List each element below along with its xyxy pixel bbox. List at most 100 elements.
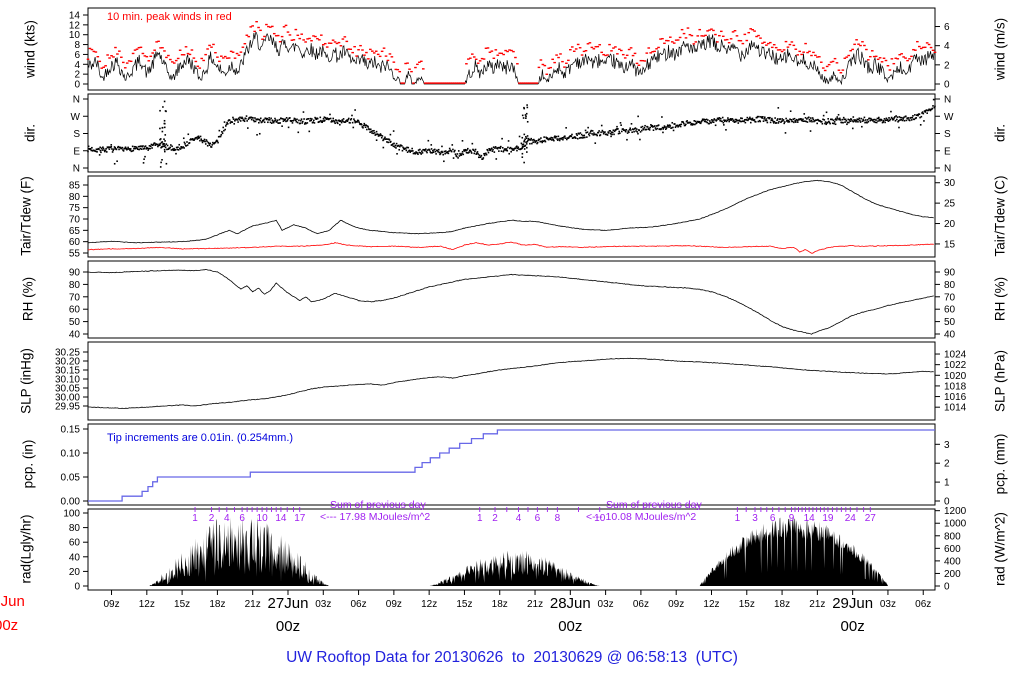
svg-text:25: 25	[944, 199, 956, 210]
svg-text:06z: 06z	[633, 599, 649, 610]
pcp-right-axis-title: pcp. (mm)	[992, 433, 1008, 495]
svg-text:3: 3	[944, 440, 950, 451]
svg-text:1000: 1000	[944, 519, 967, 530]
svg-text:03z: 03z	[598, 599, 614, 610]
svg-text:30.15: 30.15	[55, 366, 80, 377]
svg-text:29.95: 29.95	[55, 402, 80, 413]
svg-text:60: 60	[69, 538, 81, 549]
pcp-left-axis-title: pcp. (in)	[20, 439, 36, 489]
svg-text:0.15: 0.15	[61, 425, 81, 436]
svg-text:1016: 1016	[944, 392, 967, 403]
svg-text:1014: 1014	[944, 403, 967, 414]
svg-text:18z: 18z	[492, 599, 508, 610]
svg-text:60: 60	[69, 237, 81, 248]
svg-text:60: 60	[69, 305, 81, 316]
svg-text:09z: 09z	[386, 599, 402, 610]
svg-text:6: 6	[535, 513, 541, 524]
svg-text:15: 15	[944, 239, 956, 250]
svg-text:09z: 09z	[103, 599, 119, 610]
svg-text:800: 800	[944, 531, 961, 542]
svg-text:12z: 12z	[139, 599, 155, 610]
svg-text:4: 4	[224, 513, 230, 524]
rad-sum-day1-line2: <--- 17.98 MJoules/m^2	[320, 510, 431, 523]
svg-text:2: 2	[944, 459, 950, 470]
svg-text:30.00: 30.00	[55, 393, 80, 404]
svg-text:2: 2	[74, 70, 80, 81]
svg-text:21z: 21z	[809, 599, 825, 610]
svg-text:1: 1	[944, 478, 950, 489]
svg-text:12: 12	[69, 20, 81, 31]
svg-text:400: 400	[944, 556, 961, 567]
svg-text:2: 2	[944, 60, 950, 71]
svg-text:200: 200	[944, 569, 961, 580]
svg-text:03z: 03z	[315, 599, 331, 610]
svg-text:1: 1	[735, 513, 741, 524]
svg-text:S: S	[73, 129, 80, 140]
svg-text:40: 40	[69, 552, 81, 563]
svg-text:00z: 00z	[558, 618, 582, 635]
svg-text:6: 6	[74, 50, 80, 61]
svg-text:00z: 00z	[841, 618, 865, 635]
date-label-26jun: 26Jun	[0, 593, 25, 610]
svg-text:6: 6	[944, 22, 950, 33]
wind-left-axis-title: wind (kts)	[22, 20, 38, 78]
svg-text:0: 0	[944, 582, 950, 593]
svg-text:75: 75	[69, 203, 81, 214]
dir-left-axis-title: dir.	[22, 123, 38, 143]
svg-text:70: 70	[944, 292, 956, 303]
svg-text:15z: 15z	[739, 599, 755, 610]
rad-sum-day2-line1: Sum of previous day	[606, 499, 702, 511]
slp-left-axis-title: SLP (inHg)	[18, 348, 34, 414]
rad-right-axis-title: rad (W/m^2)	[992, 512, 1008, 586]
svg-text:0.05: 0.05	[61, 473, 81, 484]
svg-text:40: 40	[69, 330, 81, 341]
svg-text:14: 14	[69, 11, 81, 22]
svg-text:14: 14	[275, 513, 287, 524]
svg-text:55: 55	[69, 249, 81, 260]
svg-text:E: E	[944, 146, 951, 157]
svg-text:80: 80	[69, 280, 81, 291]
pcp-tip-note: Tip increments are 0.01in. (0.254mm.)	[107, 432, 294, 444]
svg-text:12z: 12z	[421, 599, 437, 610]
dir-right-axis-title: dir.	[992, 123, 1008, 143]
svg-text:1: 1	[192, 513, 198, 524]
svg-text:80: 80	[69, 523, 81, 534]
svg-text:20: 20	[944, 219, 956, 230]
svg-text:21z: 21z	[527, 599, 543, 610]
svg-text:0: 0	[74, 80, 80, 91]
svg-text:1020: 1020	[944, 371, 967, 382]
date-label-26jun-hour: 00z	[0, 617, 19, 634]
svg-text:100: 100	[63, 509, 80, 520]
svg-text:80: 80	[69, 192, 81, 203]
svg-text:W: W	[71, 112, 81, 123]
svg-text:00z: 00z	[276, 618, 300, 635]
svg-text:30.05: 30.05	[55, 384, 80, 395]
svg-text:8: 8	[74, 40, 80, 51]
rad-sum-day2: Sum of previous day <--- 10.08 MJoules/m…	[586, 499, 702, 523]
svg-text:28Jun: 28Jun	[550, 595, 591, 612]
svg-text:12z: 12z	[703, 599, 719, 610]
svg-text:15z: 15z	[456, 599, 472, 610]
svg-text:03z: 03z	[880, 599, 896, 610]
svg-text:20: 20	[69, 567, 81, 578]
svg-text:4: 4	[944, 41, 950, 52]
rad-left-axis-title: rad(Lgly/hr)	[18, 514, 34, 584]
svg-text:0.00: 0.00	[61, 497, 81, 508]
rad-sum-day1-line1: Sum of previous day	[330, 499, 426, 511]
svg-text:30: 30	[944, 178, 956, 189]
svg-text:W: W	[944, 112, 954, 123]
svg-text:10: 10	[594, 513, 606, 524]
svg-text:50: 50	[944, 317, 956, 328]
rad-sum-day2-line2: <--- 10.08 MJoules/m^2	[586, 510, 697, 523]
svg-text:4: 4	[74, 60, 80, 71]
svg-text:S: S	[944, 129, 951, 140]
svg-text:24: 24	[845, 513, 857, 524]
svg-text:85: 85	[69, 181, 81, 192]
svg-text:0: 0	[74, 582, 80, 593]
svg-text:600: 600	[944, 544, 961, 555]
svg-text:18z: 18z	[774, 599, 790, 610]
svg-text:14: 14	[804, 513, 816, 524]
svg-text:0: 0	[944, 80, 950, 91]
svg-text:1200: 1200	[944, 506, 967, 517]
